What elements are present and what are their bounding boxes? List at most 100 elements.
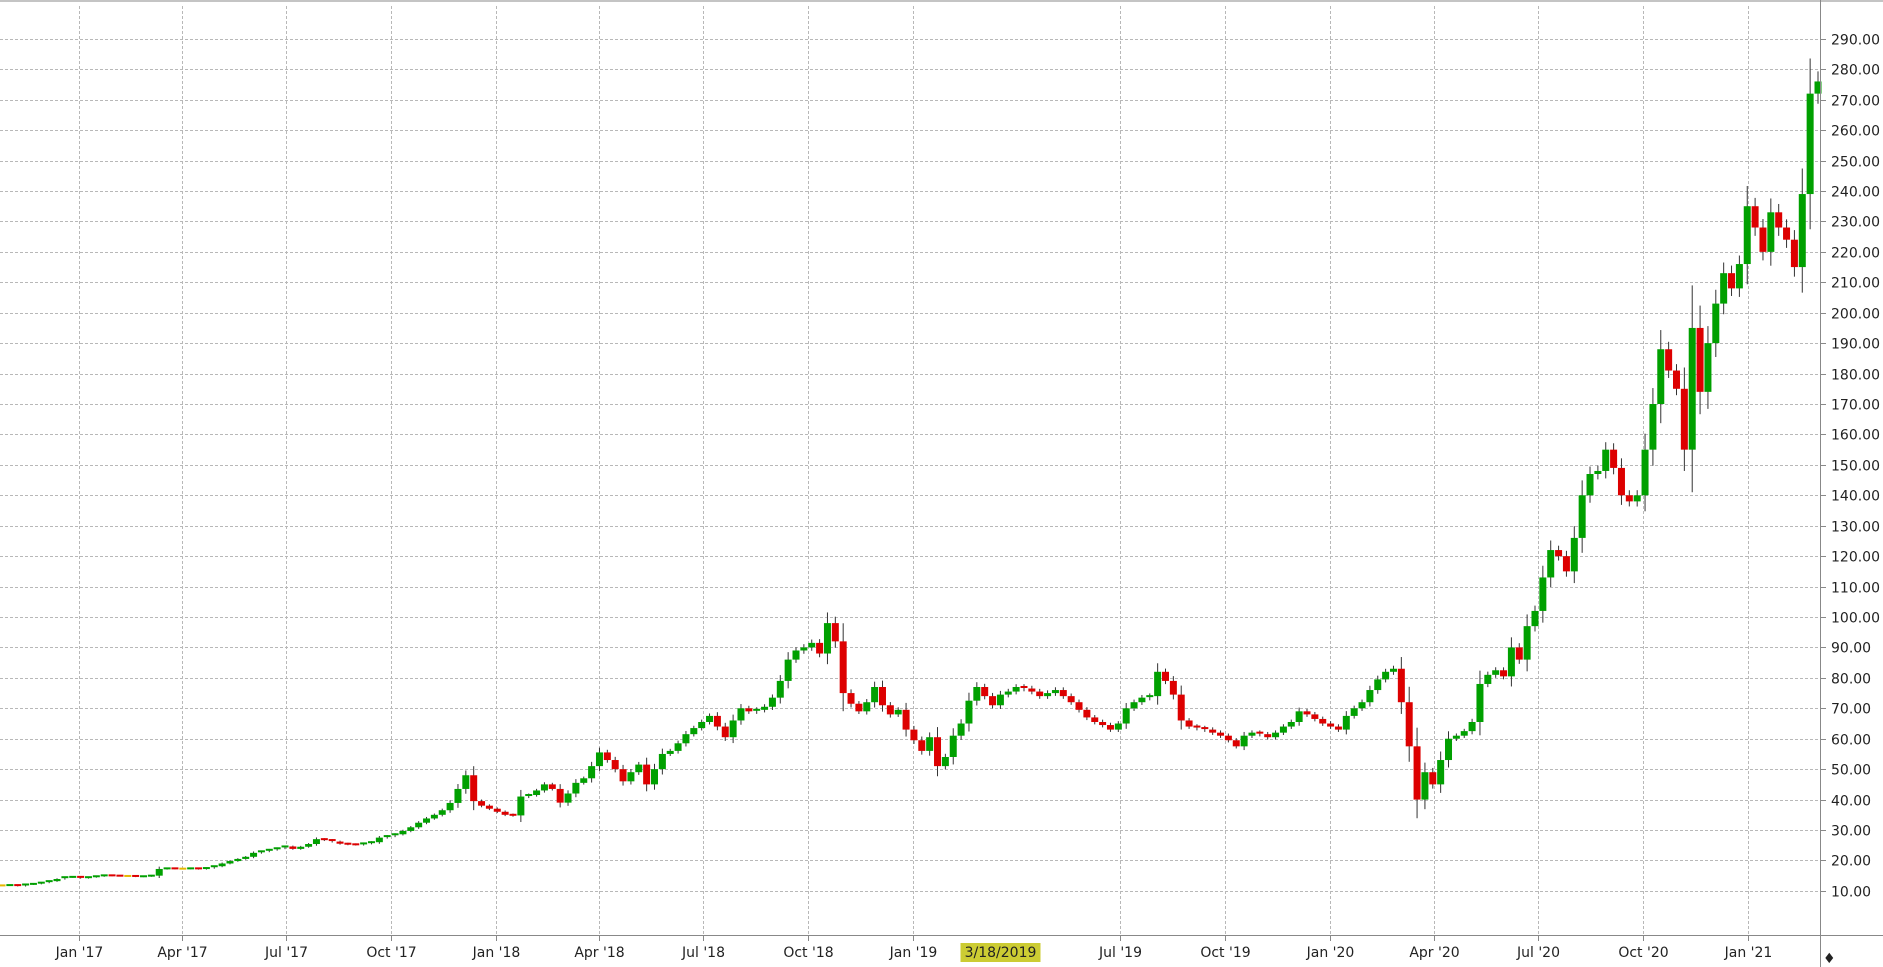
candle-body <box>1437 760 1445 785</box>
candle-body <box>1272 732 1280 738</box>
candle-body <box>1020 686 1028 689</box>
candle <box>957 719 965 740</box>
candle-body <box>1688 327 1696 450</box>
candle-body <box>588 766 596 779</box>
candle <box>462 770 470 794</box>
candle <box>1437 751 1445 793</box>
candle-body <box>1319 718 1327 724</box>
candle <box>14 884 22 887</box>
candle <box>1735 255 1743 297</box>
candle-body <box>1161 671 1169 681</box>
y-tick-label: 230.00 <box>1831 215 1880 231</box>
candle-body <box>100 874 108 877</box>
candle-body <box>108 874 116 877</box>
candle-body <box>53 879 61 882</box>
candle <box>808 639 816 651</box>
candle-body <box>784 659 792 681</box>
candle-body <box>242 856 250 859</box>
x-tick-label: Oct '19 <box>1200 945 1250 961</box>
candle-body <box>1091 717 1099 722</box>
y-tick-label: 150.00 <box>1831 459 1880 475</box>
candle <box>1806 58 1814 230</box>
candle-body <box>823 623 831 654</box>
candle-body <box>163 867 171 870</box>
candle-body <box>564 793 572 803</box>
candle <box>383 835 391 839</box>
candle-body <box>1334 726 1342 730</box>
candle-body <box>6 884 14 887</box>
candle-body <box>375 837 383 843</box>
x-tick-label: Apr '17 <box>157 945 207 961</box>
candle <box>981 683 989 700</box>
candle <box>1728 265 1736 296</box>
candle-body <box>485 805 493 809</box>
candle <box>320 838 328 842</box>
candle-body <box>1051 690 1059 694</box>
candle <box>1649 388 1657 466</box>
candle-body <box>289 846 297 849</box>
candle <box>761 704 769 713</box>
candle <box>855 701 863 715</box>
candle-body <box>894 709 902 715</box>
candle-body <box>1295 711 1303 722</box>
candle-body <box>1696 327 1704 392</box>
candle <box>77 875 85 879</box>
candle <box>37 881 45 885</box>
candle-body <box>1217 732 1225 736</box>
candle-body <box>257 850 265 853</box>
candle <box>1287 719 1295 729</box>
candle-body <box>792 650 800 660</box>
candle <box>1083 707 1091 721</box>
candle-body <box>1460 731 1468 736</box>
candle <box>839 623 847 712</box>
candle-body <box>1672 370 1680 389</box>
candle <box>690 725 698 737</box>
candle <box>1484 671 1492 688</box>
y-tick-label: 20.00 <box>1831 854 1871 870</box>
candle-body <box>179 867 187 870</box>
grid-layer <box>0 6 1820 935</box>
candle-body <box>902 709 910 730</box>
x-tick-label: Jul '19 <box>1098 945 1142 961</box>
candle-body <box>1028 688 1036 692</box>
y-tick-label: 240.00 <box>1831 185 1880 201</box>
candle <box>1161 668 1169 685</box>
candle <box>1515 643 1523 664</box>
candle <box>721 722 729 741</box>
candle <box>1122 702 1130 729</box>
candle <box>438 808 446 817</box>
candle-body <box>187 867 195 870</box>
candle <box>666 748 674 756</box>
candle <box>1177 685 1185 730</box>
candle <box>1193 724 1201 731</box>
candle <box>886 702 894 718</box>
candle <box>1625 490 1633 507</box>
candle <box>1185 718 1193 729</box>
candle <box>1248 730 1256 738</box>
candle-body <box>808 642 816 648</box>
candle <box>1704 326 1712 409</box>
candle-body <box>706 715 714 722</box>
candle <box>1327 721 1335 729</box>
candle <box>580 776 588 785</box>
candle <box>430 813 438 820</box>
candle-body <box>155 868 163 876</box>
y-tick-label: 80.00 <box>1831 672 1871 688</box>
candle-body <box>690 728 698 735</box>
candle-body <box>1075 702 1083 710</box>
candle <box>1759 219 1767 261</box>
candle <box>1555 545 1563 561</box>
y-tick-label: 260.00 <box>1831 124 1880 140</box>
candle-body <box>1429 772 1437 785</box>
candle <box>265 848 273 853</box>
candle-body <box>682 734 690 744</box>
candle-body <box>509 813 517 816</box>
candle <box>29 882 37 885</box>
candle-body <box>753 708 761 711</box>
candle-body <box>768 697 776 707</box>
candle <box>1523 614 1531 672</box>
candle-body <box>941 756 949 767</box>
candle-body <box>1130 702 1138 709</box>
candle-body <box>140 875 148 878</box>
candle-body <box>1515 647 1523 660</box>
